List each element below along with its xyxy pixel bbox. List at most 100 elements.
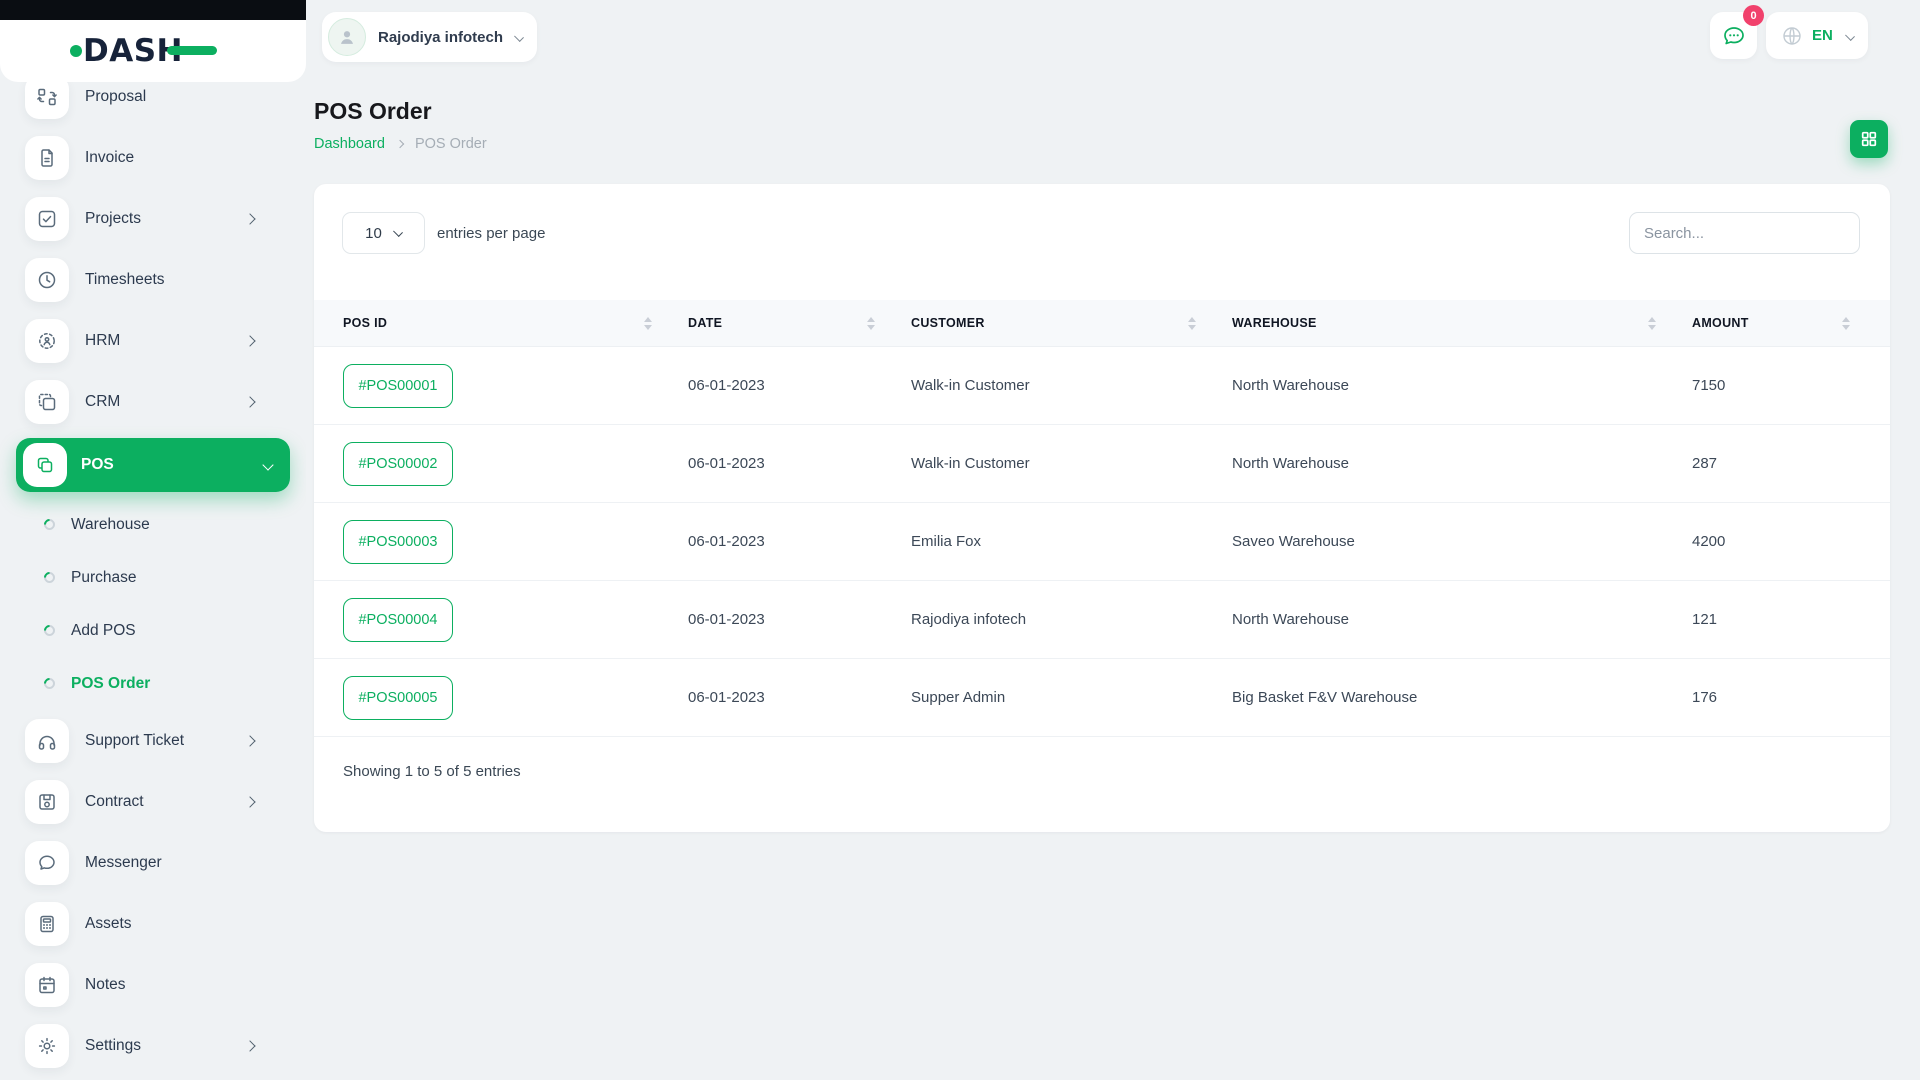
- sidebar-item-settings[interactable]: Settings: [0, 1015, 306, 1076]
- column-label: POS ID: [343, 316, 388, 330]
- sidebar-item-label: Invoice: [85, 148, 135, 166]
- crm-icon: [25, 379, 69, 424]
- sidebar-subitem-label: Warehouse: [71, 515, 150, 533]
- chevron-down-icon: [262, 459, 274, 471]
- chevron-down-icon: [514, 32, 524, 42]
- pos-id-button[interactable]: #POS00005: [343, 675, 453, 720]
- pos-id-button[interactable]: #POS00004: [343, 597, 453, 642]
- sidebar-subitem-label: Add POS: [71, 621, 136, 639]
- globe-icon: [1783, 26, 1801, 45]
- chevron-right-icon: [244, 795, 256, 808]
- page-header: POS Order Dashboard POS Order: [314, 98, 1890, 158]
- sidebar-subitem-warehouse[interactable]: Warehouse: [0, 498, 306, 551]
- column-header-customer[interactable]: CUSTOMER: [911, 316, 1232, 330]
- sidebar-subitem-pos-order[interactable]: POS Order: [0, 657, 306, 710]
- table-row: #POS00005 06-01-2023 Supper Admin Big Ba…: [314, 659, 1890, 737]
- clock-icon: [25, 257, 69, 302]
- company-selector[interactable]: Rajodiya infotech: [322, 12, 538, 62]
- chevron-right-icon: [244, 395, 256, 408]
- chevron-down-icon: [392, 226, 403, 237]
- invoice-icon: [25, 135, 69, 180]
- sidebar-item-label: CRM: [85, 392, 121, 410]
- sidebar-item-pos[interactable]: POS: [16, 438, 290, 492]
- sidebar-item-support-ticket[interactable]: Support Ticket: [0, 710, 306, 771]
- table-summary: Showing 1 to 5 of 5 entries: [343, 763, 521, 780]
- sidebar-item-messenger[interactable]: Messenger: [0, 832, 306, 893]
- sidebar-item-label: POS: [81, 456, 114, 473]
- sidebar-item-assets[interactable]: Assets: [0, 893, 306, 954]
- sidebar-item-hrm[interactable]: HRM: [0, 310, 306, 371]
- search-input[interactable]: [1629, 212, 1860, 254]
- language-selector[interactable]: EN: [1766, 12, 1868, 59]
- chat-bubble-icon: [25, 840, 69, 885]
- layout-grid-button[interactable]: [1850, 120, 1888, 158]
- warehouse-cell: North Warehouse: [1232, 611, 1349, 628]
- logo-dash-icon: [167, 46, 217, 55]
- table-controls: 10 entries per page: [314, 184, 1890, 254]
- entries-per-page-label: entries per page: [437, 224, 546, 242]
- pos-id-button[interactable]: #POS00001: [343, 363, 453, 408]
- column-label: WAREHOUSE: [1232, 316, 1317, 330]
- warehouse-cell: Saveo Warehouse: [1232, 533, 1355, 550]
- sidebar-item-contract[interactable]: Contract: [0, 771, 306, 832]
- pos-icon: [23, 443, 67, 487]
- sidebar-subitem-purchase[interactable]: Purchase: [0, 551, 306, 604]
- chat-bubble-dots-icon: [1723, 26, 1744, 44]
- chevron-right-icon: [244, 212, 256, 225]
- sidebar-item-label: Timesheets: [85, 270, 165, 288]
- warehouse-cell: North Warehouse: [1232, 377, 1349, 394]
- sidebar-nav: Proposal Invoice Projects: [0, 66, 306, 1080]
- app-logo[interactable]: DASH: [70, 33, 217, 69]
- pos-id-button[interactable]: #POS00002: [343, 441, 453, 486]
- avatar: [328, 18, 366, 56]
- column-header-amount[interactable]: AMOUNT: [1692, 316, 1860, 330]
- sort-icon: [1188, 316, 1196, 330]
- bullet-icon: [41, 516, 58, 533]
- column-header-date[interactable]: DATE: [688, 316, 911, 330]
- breadcrumb-dashboard-link[interactable]: Dashboard: [314, 136, 385, 152]
- gear-icon: [25, 1023, 69, 1068]
- date-cell: 06-01-2023: [688, 533, 765, 550]
- sidebar-subitem-label: Purchase: [71, 568, 137, 586]
- chevron-down-icon: [1845, 30, 1855, 41]
- messages-button[interactable]: 0: [1710, 5, 1764, 59]
- sidebar-item-label: Messenger: [85, 853, 162, 871]
- customer-cell: Walk-in Customer: [911, 455, 1030, 472]
- sidebar-item-projects[interactable]: Projects: [0, 188, 306, 249]
- sidebar: Proposal Invoice Projects: [0, 0, 306, 1080]
- warehouse-cell: Big Basket F&V Warehouse: [1232, 689, 1418, 706]
- sidebar-subitem-add-pos[interactable]: Add POS: [0, 604, 306, 657]
- calendar-icon: [25, 962, 69, 1007]
- sidebar-item-notes[interactable]: Notes: [0, 954, 306, 1015]
- bullet-icon: [41, 675, 58, 692]
- column-header-warehouse[interactable]: WAREHOUSE: [1232, 316, 1692, 330]
- column-label: AMOUNT: [1692, 316, 1749, 330]
- amount-cell: 176: [1692, 689, 1718, 706]
- pos-id-button[interactable]: #POS00003: [343, 519, 453, 564]
- customer-cell: Rajodiya infotech: [911, 611, 1027, 628]
- amount-cell: 7150: [1692, 377, 1726, 394]
- warehouse-cell: North Warehouse: [1232, 455, 1349, 472]
- sidebar-item-invoice[interactable]: Invoice: [0, 127, 306, 188]
- sort-icon: [644, 316, 652, 330]
- pos-order-card: 10 entries per page POS ID DATE CUSTOMER…: [314, 184, 1890, 832]
- sidebar-subitem-label: POS Order: [71, 674, 151, 692]
- language-code: EN: [1812, 27, 1833, 44]
- bullet-icon: [41, 622, 58, 639]
- logo-text: DASH: [83, 33, 183, 69]
- entries-per-page-select[interactable]: 10: [342, 212, 425, 254]
- column-label: CUSTOMER: [911, 316, 985, 330]
- column-header-pos-id[interactable]: POS ID: [343, 316, 688, 330]
- sidebar-item-label: Support Ticket: [85, 731, 185, 749]
- column-label: DATE: [688, 316, 723, 330]
- chevron-right-icon: [395, 139, 405, 149]
- breadcrumb: Dashboard POS Order: [314, 136, 1890, 152]
- sidebar-item-crm[interactable]: CRM: [0, 371, 306, 432]
- amount-cell: 4200: [1692, 533, 1726, 550]
- customer-cell: Emilia Fox: [911, 533, 982, 550]
- sidebar-item-timesheets[interactable]: Timesheets: [0, 249, 306, 310]
- chevron-right-icon: [244, 334, 256, 347]
- customer-cell: Supper Admin: [911, 689, 1006, 706]
- sidebar-item-label: Assets: [85, 914, 132, 932]
